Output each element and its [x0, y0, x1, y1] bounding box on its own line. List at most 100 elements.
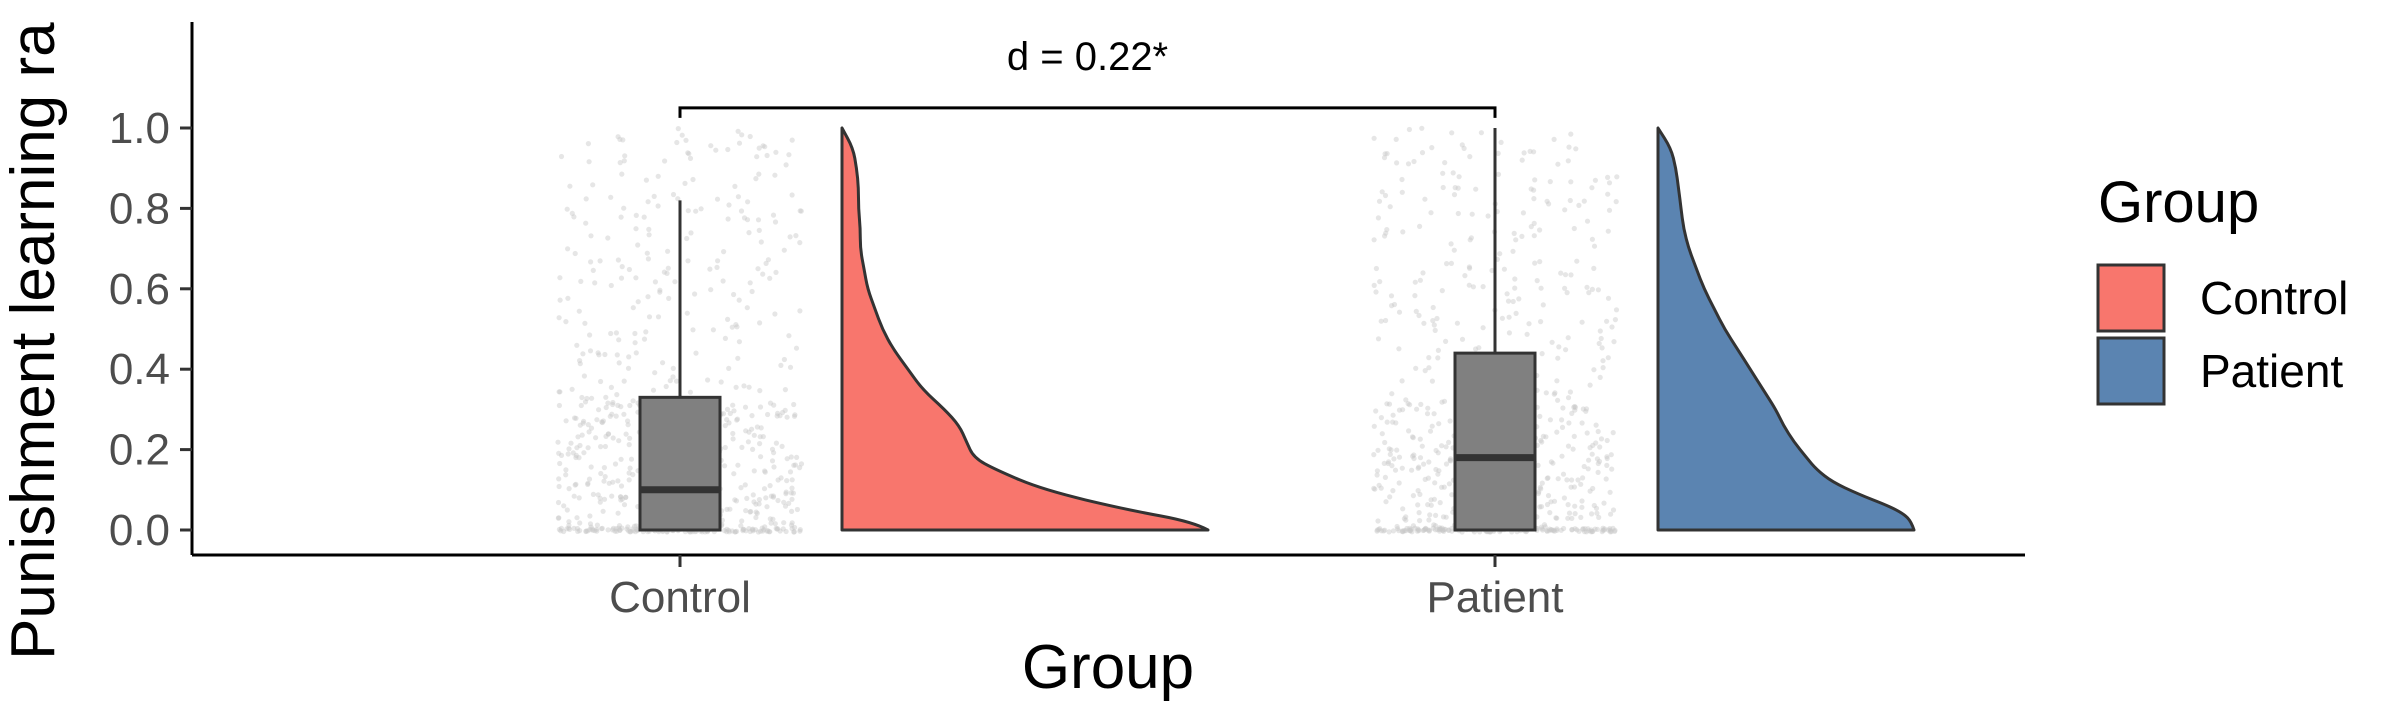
jitter-point	[1480, 284, 1486, 290]
jitter-point	[761, 486, 768, 492]
jitter-point	[1587, 445, 1593, 451]
jitter-point	[586, 429, 592, 435]
jitter-point	[779, 443, 785, 449]
jitter-point	[1548, 527, 1554, 533]
jitter-point	[590, 527, 596, 533]
jitter-point	[765, 527, 771, 534]
jitter-point	[1389, 303, 1395, 309]
jitter-point	[762, 144, 768, 150]
jitter-point	[1413, 365, 1419, 371]
jitter-point	[1416, 527, 1422, 533]
jitter-point	[1430, 318, 1436, 324]
jitter-point	[675, 196, 681, 202]
jitter-point	[1407, 528, 1413, 534]
jitter-point	[602, 474, 608, 480]
jitter-point	[1603, 476, 1609, 482]
jitter-point	[1387, 451, 1393, 457]
jitter-point	[590, 491, 597, 497]
jitter-point	[1574, 527, 1580, 533]
jitter-point	[797, 308, 803, 314]
jitter-point	[1580, 406, 1586, 412]
jitter-point	[608, 194, 614, 200]
jitter-point	[590, 182, 596, 188]
jitter-point	[1378, 415, 1384, 421]
jitter-point	[685, 258, 691, 264]
jitter-point	[1386, 529, 1392, 535]
jitter-point	[1455, 210, 1461, 217]
jitter-point	[707, 266, 713, 272]
jitter-point	[608, 282, 614, 289]
significance-bracket: d = 0.22*	[678, 35, 1497, 118]
jitter-point	[749, 288, 755, 295]
jitter-point	[1587, 488, 1593, 494]
jitter-point	[610, 479, 616, 485]
jitter-point	[618, 497, 624, 503]
jitter-point	[1377, 526, 1383, 532]
jitter-point	[775, 526, 781, 532]
jitter-point	[1373, 265, 1379, 272]
jitter-point	[1384, 151, 1390, 157]
jitter-point	[571, 493, 577, 499]
jitter-point	[1371, 423, 1377, 429]
jitter-point	[1597, 374, 1603, 380]
jitter-point	[722, 463, 728, 469]
jitter-point	[610, 525, 617, 531]
jitter-point	[1423, 526, 1429, 532]
jitter-point	[625, 524, 631, 530]
jitter-point	[1605, 191, 1611, 197]
jitter-point	[1381, 460, 1387, 466]
jitter-point	[1441, 398, 1448, 404]
jitter-point	[725, 316, 731, 322]
jitter-point	[718, 379, 724, 385]
jitter-point	[625, 418, 631, 424]
jitter-point	[1527, 148, 1533, 154]
jitter-point	[1382, 192, 1389, 199]
jitter-point	[1462, 273, 1468, 279]
jitter-point	[750, 492, 756, 498]
jitter-point	[652, 370, 658, 376]
jitter-point	[1605, 295, 1612, 301]
jitter-point	[1524, 331, 1530, 337]
jitter-point	[580, 351, 586, 357]
jitter-point	[767, 275, 773, 281]
jitter-point	[1539, 351, 1545, 357]
jitter-point	[626, 470, 632, 476]
jitter-point	[623, 494, 629, 500]
jitter-point	[772, 219, 779, 225]
jitter-point	[1610, 507, 1617, 513]
legend-swatch-patient	[2096, 336, 2166, 406]
jitter-point	[670, 191, 677, 198]
jitter-point	[574, 445, 580, 451]
jitter-point	[1538, 437, 1544, 444]
jitter-point	[705, 377, 711, 383]
jitter-point	[1580, 475, 1586, 481]
jitter-point	[1448, 241, 1454, 247]
jitter-point	[598, 444, 604, 450]
jitter-point	[556, 450, 562, 456]
jitter-point	[1443, 514, 1449, 520]
jitter-point	[756, 497, 763, 503]
jitter-point	[626, 354, 632, 360]
jitter-point	[756, 227, 762, 233]
jitter-point	[1400, 528, 1406, 534]
jitter-point	[558, 528, 564, 534]
jitter-point	[1566, 144, 1572, 150]
jitter-point	[631, 523, 638, 529]
jitter-point	[1395, 526, 1401, 532]
jitter-point	[788, 454, 794, 460]
jitter-point	[1421, 320, 1427, 326]
jitter-point	[1576, 528, 1582, 534]
jitter-point	[1516, 296, 1522, 302]
jitter-point	[755, 217, 762, 223]
jitter-point	[1376, 527, 1382, 533]
jitter-point	[612, 528, 618, 534]
jitter-point	[617, 136, 623, 142]
legend-title: Group	[2098, 170, 2259, 235]
jitter-point	[1591, 243, 1598, 249]
jitter-point	[621, 411, 627, 417]
jitter-point	[1439, 484, 1445, 490]
jitter-point	[746, 230, 752, 236]
jitter-point	[1519, 233, 1525, 239]
jitter-point	[1417, 277, 1423, 283]
jitter-point	[1435, 450, 1441, 456]
